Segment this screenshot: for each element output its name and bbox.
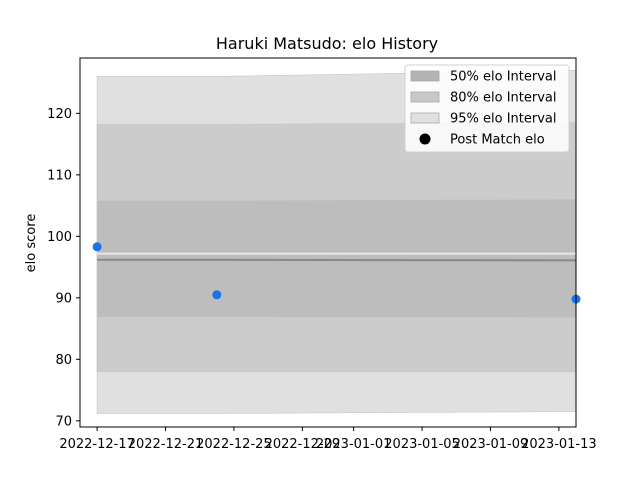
legend-swatch-0: [410, 70, 440, 82]
legend-marker-3: [419, 133, 431, 145]
y-axis: 70 80 90 100 110 120: [47, 107, 80, 429]
x-tick-label-4: 2023-01-01: [316, 437, 392, 452]
post-match-elo-point-1: [212, 290, 222, 300]
legend-swatch-1: [410, 91, 440, 103]
x-tick-label-0: 2022-12-17: [59, 437, 135, 452]
y-axis-label: elo score: [24, 214, 39, 273]
x-tick-label-1: 2022-12-21: [128, 437, 204, 452]
mean-line-1: [97, 258, 577, 262]
plot-frame: [79, 57, 577, 428]
plot-area: [92, 69, 581, 414]
legend-label-0: 50% elo Interval: [450, 70, 557, 85]
x-tick-label-2: 2022-12-25: [196, 437, 272, 452]
x-axis: 2022-12-172022-12-212022-12-252022-12-29…: [59, 427, 597, 452]
y-tick-label-5: 120: [47, 107, 72, 122]
legend-label-2: 95% elo Interval: [450, 112, 557, 127]
post-match-elo-point-0: [92, 242, 102, 252]
x-tick-label-7: 2023-01-13: [521, 437, 597, 452]
interval-band-2: [96, 199, 577, 318]
legend-box: [404, 64, 570, 153]
legend-label-1: 80% elo Interval: [450, 91, 557, 106]
y-tick-label-2: 90: [55, 291, 72, 306]
x-tick-label-5: 2023-01-05: [384, 437, 460, 452]
legend-label-3: Post Match elo: [450, 133, 545, 148]
y-tick-label-4: 110: [47, 168, 72, 183]
legend: 50% elo Interval 80% elo Interval 95% elo …: [404, 64, 570, 153]
y-tick-label-3: 100: [47, 230, 72, 245]
x-tick-label-3: 2022-12-29: [265, 437, 341, 452]
legend-swatch-2: [410, 112, 440, 124]
y-tick-label-0: 70: [55, 414, 72, 429]
x-tick-label-6: 2023-01-09: [453, 437, 529, 452]
y-tick-label-1: 80: [55, 353, 72, 368]
chart-title: Haruki Matsudo: elo History: [216, 34, 438, 53]
